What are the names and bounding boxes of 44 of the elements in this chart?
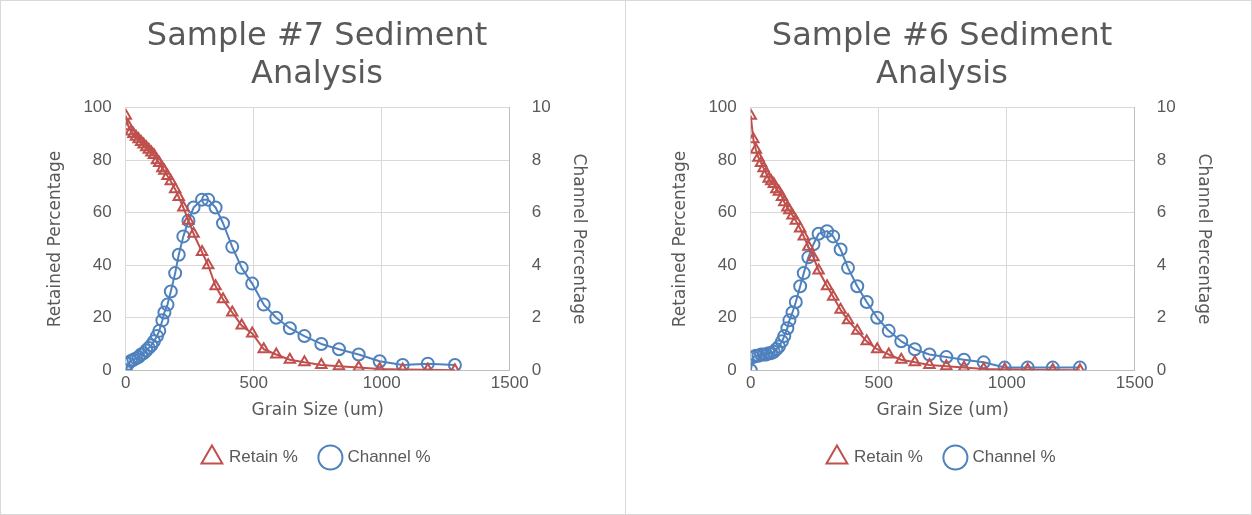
legend-label: Retain % bbox=[228, 447, 298, 467]
legend-label: Channel % bbox=[347, 447, 431, 467]
y2-tick-label: 6 bbox=[531, 202, 542, 222]
x-axis-title: Grain Size (um) bbox=[251, 399, 384, 420]
x-tick-label: 500 bbox=[239, 373, 268, 393]
y2-tick-label: 10 bbox=[1156, 97, 1176, 117]
y2-tick-label: 10 bbox=[531, 97, 551, 117]
x-axis-title: Grain Size (um) bbox=[876, 399, 1009, 420]
y2-tick-label: 0 bbox=[1156, 359, 1167, 379]
x-tick-label: 1500 bbox=[490, 373, 529, 393]
y-tick-label: 20 bbox=[92, 307, 112, 327]
y-tick-label: 60 bbox=[717, 202, 737, 222]
y2-tick-label: 4 bbox=[531, 254, 542, 274]
y-axis-title: Retained Percentage bbox=[668, 150, 689, 328]
y-tick-label: 40 bbox=[717, 254, 737, 274]
y2-tick-label: 8 bbox=[1156, 149, 1167, 169]
x-tick-label: 500 bbox=[864, 373, 893, 393]
y2-tick-label: 2 bbox=[531, 307, 542, 327]
chart-title: Sample #6 Sediment Analysis bbox=[771, 14, 1113, 91]
y-tick-label: 80 bbox=[717, 149, 737, 169]
x-tick-label: 1500 bbox=[1115, 373, 1154, 393]
x-tick-label: 0 bbox=[121, 373, 131, 393]
y2-tick-label: 4 bbox=[1156, 254, 1167, 274]
y-axis-title: Retained Percentage bbox=[43, 150, 64, 328]
y2-axis-title: Channel Percentage bbox=[570, 153, 591, 325]
y2-tick-label: 2 bbox=[1156, 307, 1167, 327]
legend-label: Channel % bbox=[972, 447, 1056, 467]
legend-label: Retain % bbox=[853, 447, 923, 467]
y2-axis-title: Channel Percentage bbox=[1195, 153, 1216, 325]
y2-tick-label: 6 bbox=[1156, 202, 1167, 222]
y-tick-label: 40 bbox=[92, 254, 112, 274]
y-tick-label: 80 bbox=[92, 149, 112, 169]
y-tick-label: 0 bbox=[102, 359, 112, 379]
x-tick-label: 0 bbox=[746, 373, 756, 393]
chart-title: Sample #7 Sediment Analysis bbox=[146, 14, 488, 91]
y-tick-label: 100 bbox=[83, 97, 112, 117]
y-tick-label: 0 bbox=[727, 359, 737, 379]
y-tick-label: 20 bbox=[717, 307, 737, 327]
y2-tick-label: 0 bbox=[531, 359, 542, 379]
y-tick-label: 100 bbox=[708, 97, 737, 117]
x-tick-label: 1000 bbox=[362, 373, 401, 393]
x-tick-label: 1000 bbox=[987, 373, 1026, 393]
y2-tick-label: 8 bbox=[531, 149, 542, 169]
y-tick-label: 60 bbox=[92, 202, 112, 222]
